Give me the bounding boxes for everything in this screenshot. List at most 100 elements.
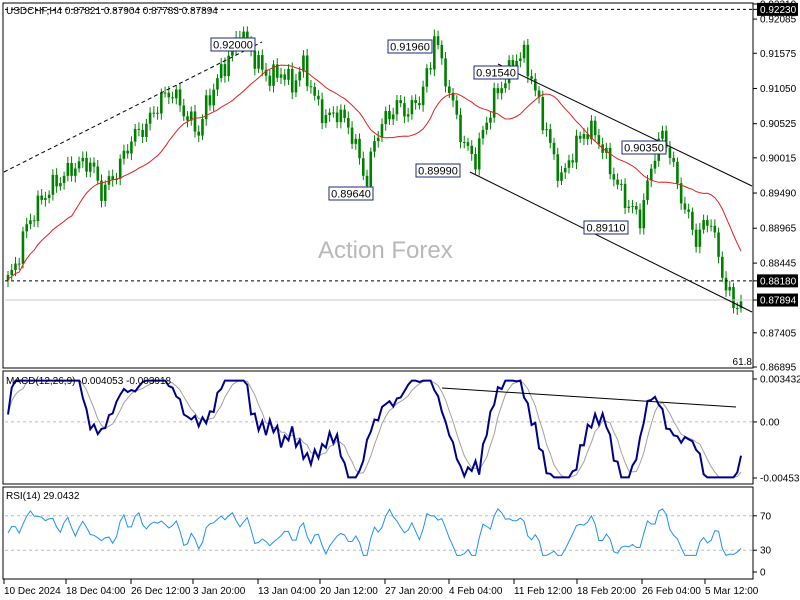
- candle: [466, 137, 470, 151]
- candle: [403, 96, 406, 124]
- candle-body: [290, 68, 294, 93]
- candle-body: [287, 68, 290, 80]
- candle-body: [567, 160, 571, 168]
- annotation-value: 0.90350: [624, 143, 664, 155]
- candle: [433, 29, 436, 77]
- candle-body: [474, 154, 477, 170]
- candle-body: [694, 229, 698, 247]
- candle-body: [283, 74, 287, 80]
- time-tick-label: 18 Feb 20:00: [577, 586, 636, 597]
- candle: [133, 124, 137, 147]
- candle-body: [739, 301, 743, 309]
- candle: [590, 115, 593, 145]
- candle: [354, 134, 358, 150]
- swing-annotation: 0.89990: [415, 163, 461, 178]
- time-tick-label: 18 Dec 04:00: [66, 586, 126, 597]
- candle-body: [174, 89, 178, 99]
- candle: [575, 129, 578, 170]
- candle: [163, 86, 167, 98]
- candle-body: [534, 78, 537, 91]
- candle-body: [679, 183, 683, 204]
- candle-body: [219, 64, 223, 79]
- candle: [204, 89, 208, 126]
- candle-body: [261, 55, 264, 70]
- candle: [193, 104, 197, 138]
- price-tick-label: 0.90015: [760, 153, 797, 164]
- candle-body: [100, 180, 103, 201]
- candle-body: [642, 199, 646, 229]
- candle-body: [459, 114, 462, 143]
- candle: [694, 223, 698, 253]
- macd-signal-line: [7, 380, 742, 478]
- time-tick-label: 13 Jan 04:00: [258, 586, 316, 597]
- candle-body: [193, 111, 197, 132]
- candle: [414, 94, 417, 110]
- annotation-box: [387, 39, 433, 54]
- candle: [455, 95, 459, 120]
- candle-body: [208, 95, 212, 106]
- candle: [620, 179, 623, 191]
- candle: [137, 122, 141, 137]
- candle: [429, 62, 432, 75]
- axes: 0.923100.922300.920850.915750.910500.905…: [3, 0, 800, 597]
- candle-body: [440, 44, 444, 59]
- candle: [103, 180, 107, 207]
- candle-body: [582, 134, 586, 139]
- candle-body: [702, 220, 705, 230]
- candle: [709, 219, 713, 232]
- candle-body: [418, 103, 421, 106]
- candle-body: [197, 131, 201, 136]
- candle: [148, 107, 152, 131]
- candle-body: [212, 89, 215, 106]
- candle-body: [29, 220, 32, 225]
- candle: [410, 95, 414, 120]
- candle-body: [324, 115, 328, 124]
- candle-body: [6, 274, 10, 281]
- candle-body: [608, 147, 612, 175]
- candle: [313, 82, 316, 101]
- candle-body: [40, 195, 43, 200]
- rsi-tick-label: 70: [760, 511, 772, 522]
- candle-body: [74, 168, 77, 176]
- candle: [216, 74, 219, 97]
- candle-body: [268, 75, 272, 86]
- candle: [186, 111, 189, 128]
- macd-tick-label: 0.00: [760, 417, 780, 428]
- candle-body: [358, 138, 361, 159]
- candle-body: [294, 80, 298, 93]
- candle-body: [361, 158, 365, 176]
- annotation-value: 0.92000: [213, 40, 253, 52]
- annotation-value: 0.89990: [418, 166, 458, 178]
- candle-body: [590, 120, 593, 140]
- channel-upper-line: [497, 63, 753, 187]
- candle-body: [526, 44, 530, 77]
- candle-body: [616, 179, 619, 185]
- candle: [77, 156, 81, 173]
- candle-body: [406, 114, 410, 117]
- candle-body: [246, 31, 249, 43]
- candle-body: [511, 60, 515, 71]
- candle: [687, 203, 690, 219]
- candle-body: [167, 92, 171, 98]
- candle: [47, 190, 51, 204]
- candle-body: [204, 95, 208, 120]
- candle: [470, 140, 474, 161]
- annotation-value: 0.91960: [390, 42, 430, 54]
- candle-body: [691, 211, 694, 230]
- candle-body: [81, 157, 85, 162]
- candle-body: [66, 162, 70, 176]
- annotation-box: [328, 186, 374, 201]
- candle-body: [92, 162, 96, 167]
- candle: [32, 215, 36, 228]
- time-tick-label: 4 Feb 04:00: [449, 586, 503, 597]
- candle-body: [17, 263, 21, 265]
- candle: [44, 191, 47, 207]
- candle-body: [462, 142, 466, 144]
- candle: [160, 88, 163, 120]
- candle: [444, 52, 447, 93]
- candle: [706, 215, 709, 233]
- candle-body: [470, 145, 474, 155]
- candle-body: [612, 174, 616, 180]
- candle: [462, 135, 466, 149]
